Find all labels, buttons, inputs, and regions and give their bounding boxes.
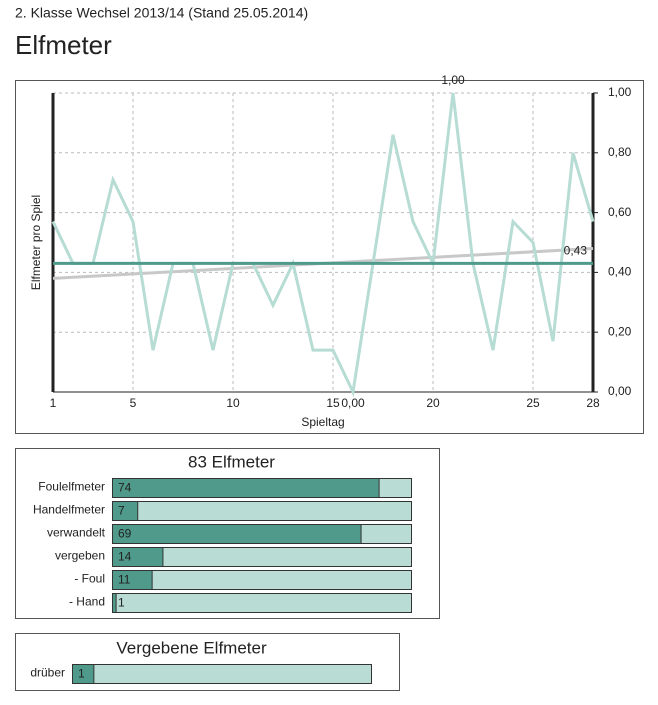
x-tick-label: 1 xyxy=(50,396,57,410)
bar xyxy=(72,664,95,684)
bar-label: Foulelfmeter xyxy=(38,480,105,494)
bar-label: - Foul xyxy=(74,572,105,586)
x-tick-label: 25 xyxy=(526,396,540,410)
bar-label: - Hand xyxy=(69,595,105,609)
panel-frame xyxy=(15,448,440,619)
bar xyxy=(112,478,380,498)
bar xyxy=(112,547,164,567)
bar-value: 1 xyxy=(118,596,125,610)
bar-value: 11 xyxy=(118,573,131,587)
panel-frame xyxy=(15,633,400,691)
x-tick-label: 10 xyxy=(226,396,240,410)
x-tick-label: 15 xyxy=(326,396,340,410)
panel-title: 83 Elfmeter xyxy=(188,452,275,471)
bar-label: verwandelt xyxy=(47,526,106,540)
bar-track xyxy=(72,664,372,684)
page-subtitle: 2. Klasse Wechsel 2013/14 (Stand 25.05.2… xyxy=(15,5,308,21)
y-tick-label: 0,40 xyxy=(608,265,632,279)
bar-value: 1 xyxy=(78,667,85,681)
bar-track xyxy=(112,501,412,521)
y-tick-label: 0,80 xyxy=(608,145,632,159)
bar-label: drüber xyxy=(30,666,65,680)
data-label: 1,00 xyxy=(441,73,465,87)
x-tick-label: 28 xyxy=(586,396,600,410)
bar xyxy=(112,570,153,590)
bar-value: 74 xyxy=(118,481,132,495)
bar-value: 14 xyxy=(118,550,132,564)
bar xyxy=(112,524,362,544)
bar xyxy=(112,593,117,613)
y-axis-label: Elfmeter pro Spiel xyxy=(29,195,43,290)
y-tick-label: 0,60 xyxy=(608,205,632,219)
y-tick-label: 0,00 xyxy=(608,384,632,398)
y-tick-label: 0,20 xyxy=(608,324,632,338)
x-tick-label: 20 xyxy=(426,396,440,410)
bar-label: vergeben xyxy=(55,549,105,563)
bar-label: Handelfmeter xyxy=(33,503,105,517)
mean-label: 0,43 xyxy=(564,244,588,258)
bar-value: 7 xyxy=(118,504,125,518)
bar-value: 69 xyxy=(118,527,132,541)
page-title: Elfmeter xyxy=(15,30,112,60)
bar xyxy=(112,501,139,521)
data-label: 0,00 xyxy=(341,396,365,410)
x-axis-label: Spieltag xyxy=(301,415,344,429)
panel-title: Vergebene Elfmeter xyxy=(116,638,267,657)
y-tick-label: 1,00 xyxy=(608,85,632,99)
x-tick-label: 5 xyxy=(130,396,137,410)
chart-frame xyxy=(15,80,644,434)
bar-track xyxy=(112,593,412,613)
bar-track xyxy=(112,570,412,590)
data-line xyxy=(51,92,595,398)
